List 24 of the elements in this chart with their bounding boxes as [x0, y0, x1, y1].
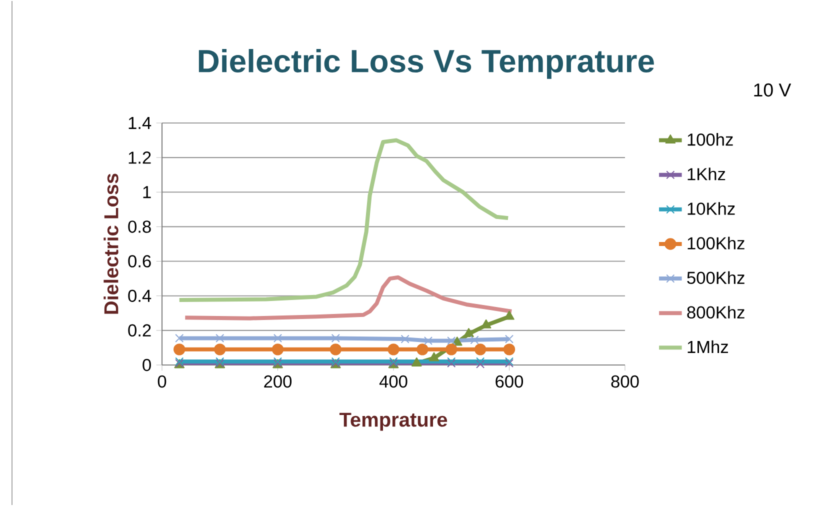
x-tick-label: 200: [264, 375, 292, 388]
chart-title: Dielectric Loss Vs Temprature: [198, 48, 654, 79]
legend-label: 800Khz: [687, 306, 744, 319]
legend-label: 100Khz: [688, 236, 744, 250]
legend-label: 100hz: [688, 133, 733, 146]
legend-label: 10Khz: [688, 202, 735, 215]
x-tick-label: 400: [379, 375, 408, 388]
x-tick-label: 600: [496, 375, 524, 388]
y-tick-label: 0.6: [128, 255, 151, 268]
text: 10 V: [754, 83, 792, 97]
y-tick-label: 1.4: [128, 117, 152, 129]
y-axis-title: Dielectric Loss: [104, 174, 118, 314]
legend-label: 500Khz: [687, 271, 744, 284]
y-tick-label: 0: [142, 358, 151, 372]
y-tick-label: 1.2: [128, 152, 151, 164]
y-tick-label: 0.8: [128, 220, 151, 233]
x-tick-label: 800: [611, 375, 639, 388]
y-tick-label: 0.2: [128, 324, 151, 337]
legend-label: 1Mhz: [688, 340, 728, 353]
x-axis-title: Temprature: [339, 412, 448, 431]
legend-label: 1Khz: [688, 168, 726, 180]
y-tick-label: 0.4: [128, 290, 152, 302]
x-tick-label: 0: [158, 375, 166, 388]
y-tick-label: 1: [143, 186, 151, 198]
